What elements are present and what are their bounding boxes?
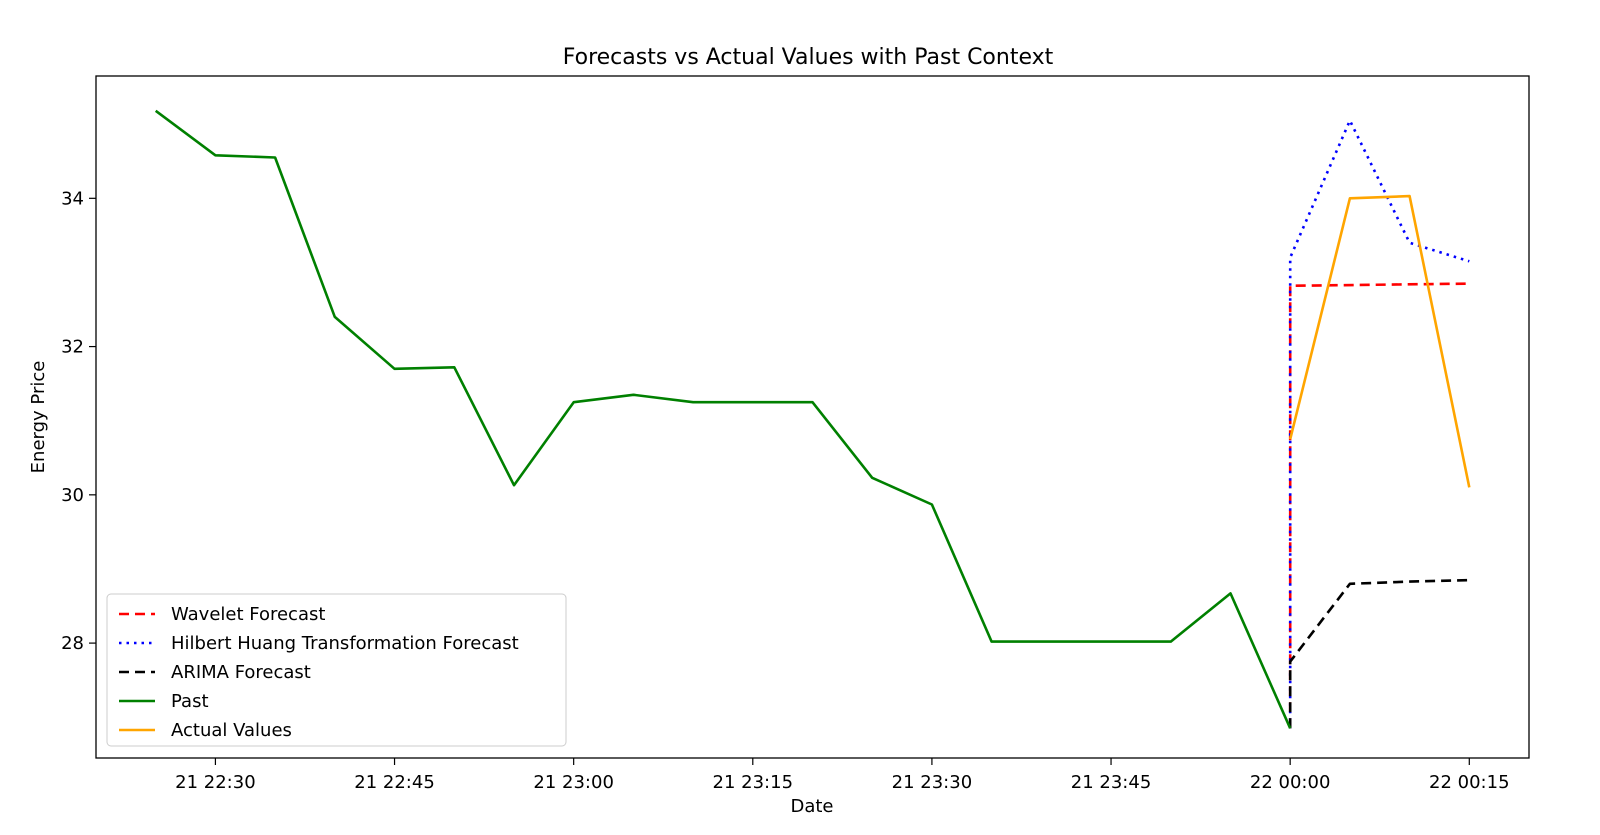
x-tick-label: 21 23:00 <box>533 772 614 793</box>
legend: Wavelet Forecast Hilbert Huang Transforma… <box>106 593 567 747</box>
x-tick-label: 21 23:15 <box>713 772 794 793</box>
y-tick-label: 28 <box>61 633 84 654</box>
x-axis-label: Date <box>790 796 833 817</box>
legend-label-hilbert-huang-transformation-forecast: Hilbert Huang Transformation Forecast <box>171 633 519 654</box>
series-line-arima-forecast <box>1288 578 1470 729</box>
x-tick-label: 22 00:15 <box>1429 772 1510 793</box>
y-axis-ticks: 28 30 32 34 <box>61 188 96 654</box>
series-line-past <box>154 109 1292 729</box>
chart-title: Forecasts vs Actual Values with Past Con… <box>563 45 1054 70</box>
series-line-wavelet-forecast <box>1288 282 1470 729</box>
legend-label-wavelet-forecast: Wavelet Forecast <box>171 604 325 625</box>
x-tick-label: 22 00:00 <box>1250 772 1331 793</box>
y-tick-label: 30 <box>61 485 84 506</box>
x-tick-label: 21 23:45 <box>1071 772 1152 793</box>
series-line-actual-values <box>1288 194 1471 488</box>
legend-entries: Wavelet Forecast Hilbert Huang Transforma… <box>119 604 519 741</box>
legend-label-arima-forecast: ARIMA Forecast <box>171 662 311 683</box>
x-tick-label: 21 22:45 <box>354 772 435 793</box>
series-layer <box>154 109 1471 729</box>
legend-label-actual-values: Actual Values <box>171 720 292 741</box>
legend-label-past: Past <box>171 691 209 712</box>
x-tick-label: 21 23:30 <box>892 772 973 793</box>
y-tick-label: 32 <box>61 337 84 358</box>
y-axis-label: Energy Price <box>28 361 49 474</box>
y-tick-label: 34 <box>61 188 84 209</box>
x-axis-ticks: 21 22:30 21 22:45 21 23:00 21 23:15 21 23:30… <box>175 758 1510 793</box>
x-tick-label: 21 22:30 <box>175 772 256 793</box>
legend-box <box>106 593 567 747</box>
plot-frame <box>95 75 1530 759</box>
